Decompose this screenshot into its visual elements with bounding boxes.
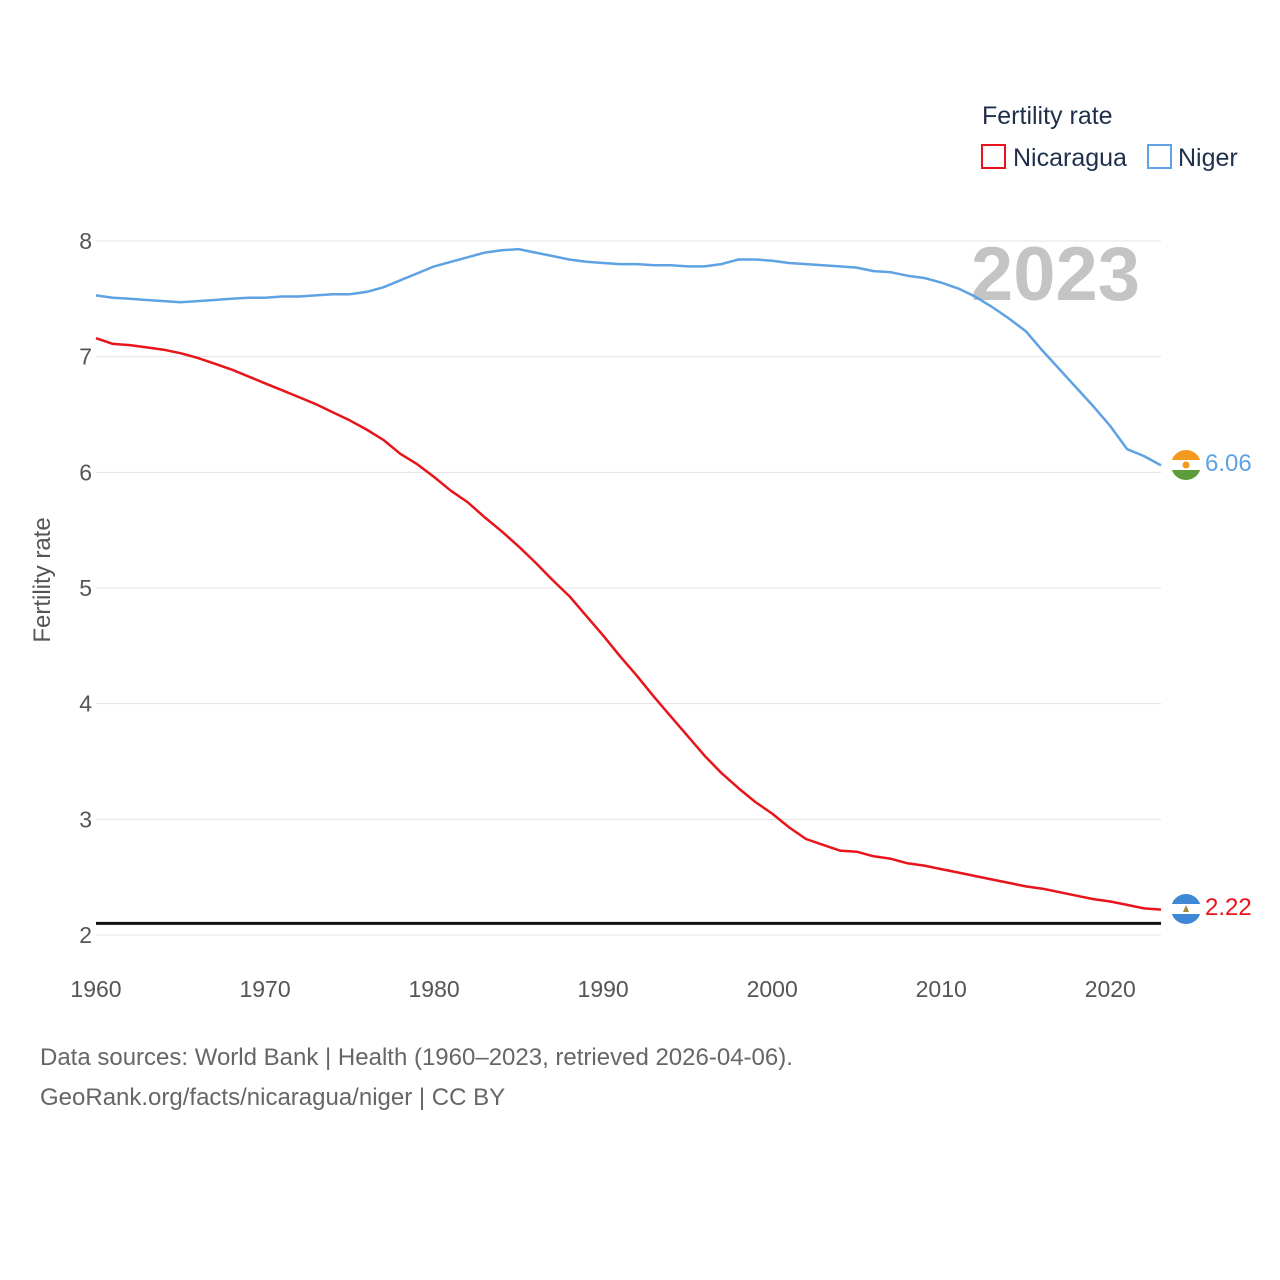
footer-sources: Data sources: World Bank | Health (1960–… [40,1044,793,1071]
gridlines [96,240,1161,936]
y-tick-label: 6 [79,459,92,485]
x-tick-label: 2020 [1085,976,1136,1002]
y-tick-label: 7 [79,344,92,370]
line-chart: 2 3 4 5 6 7 8 1960 1970 1980 1990 2000 2010 2020 Fer… [29,102,1252,1002]
y-tick-label: 2 [79,922,92,948]
nicaragua-flag-icon [1171,894,1201,924]
series-line-niger[interactable] [95,247,1162,467]
legend-title: Fertility rate [982,102,1113,130]
legend-swatch-nicaragua[interactable] [981,144,1006,169]
end-label-niger: 6.06 [1205,450,1252,477]
legend-label-nicaragua[interactable]: Nicaragua [1013,144,1127,172]
y-tick-label: 3 [79,806,92,832]
y-tick-label: 5 [79,575,92,601]
series-layer [95,247,1162,911]
y-tick-label: 4 [79,691,92,717]
y-tick-label: 8 [79,228,92,254]
y-axis-title: Fertility rate [29,517,56,642]
series-line-nicaragua[interactable] [95,337,1162,911]
x-tick-label: 1990 [578,976,629,1002]
legend-label-niger[interactable]: Niger [1178,144,1238,172]
y-axis-ticks: 2 3 4 5 6 7 8 [79,228,92,948]
x-axis-ticks: 1960 1970 1980 1990 2000 2010 2020 [70,976,1135,1002]
x-tick-label: 1980 [409,976,460,1002]
year-watermark: 2023 [971,232,1140,317]
x-tick-label: 1970 [239,976,290,1002]
footer-attribution[interactable]: GeoRank.org/facts/nicaragua/niger | CC B… [40,1084,506,1111]
end-label-nicaragua: 2.22 [1205,894,1252,921]
niger-flag-icon [1171,450,1201,480]
x-tick-label: 2010 [916,976,967,1002]
x-tick-label: 1960 [70,976,121,1002]
legend-swatch-niger[interactable] [1147,144,1172,169]
x-tick-label: 2000 [747,976,798,1002]
